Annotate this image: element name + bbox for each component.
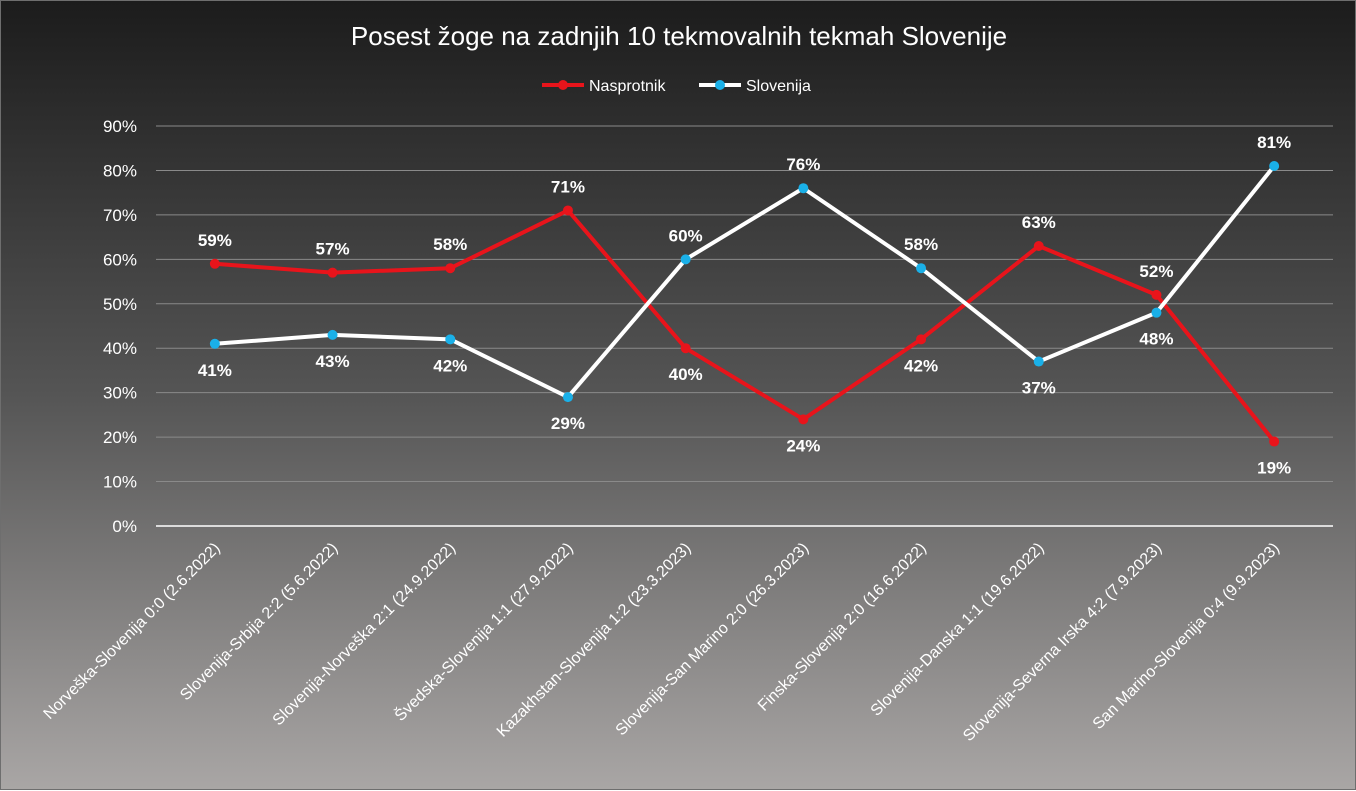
data-label: 71% (551, 177, 585, 196)
x-tick-label: Slovenija-Norveška 2:1 (24.9.2022) (270, 540, 459, 729)
data-label: 81% (1257, 133, 1291, 152)
data-labels: 59% 41% 57% 43% 58% 42% 71% 29% 40% 60% 24% 76% 42% 5… (198, 133, 1291, 478)
y-tick-label: 90% (103, 117, 137, 136)
y-tick-label: 40% (103, 339, 137, 358)
data-point (562, 205, 573, 216)
chart-title: Posest žoge na zadnjih 10 tekmovalnih te… (351, 21, 1007, 51)
data-point (1269, 436, 1280, 447)
series-lines (209, 161, 1280, 447)
data-point (916, 334, 927, 345)
data-label: 19% (1257, 459, 1291, 478)
data-label: 42% (433, 356, 467, 375)
legend-marker (715, 80, 725, 90)
data-label: 43% (316, 352, 350, 371)
data-label: 57% (316, 240, 350, 259)
legend: Nasprotnik Slovenija (542, 78, 811, 95)
data-point (327, 329, 338, 340)
data-point (327, 267, 338, 278)
y-tick-label: 50% (103, 295, 137, 314)
data-point (798, 183, 809, 194)
data-point (1269, 161, 1280, 171)
legend-label: Slovenija (746, 78, 811, 95)
data-label: 41% (198, 361, 232, 380)
y-tick-label: 70% (103, 206, 137, 225)
series-line-slovenija (212, 164, 1277, 400)
data-point (680, 343, 691, 354)
data-label: 42% (904, 356, 938, 375)
data-label: 48% (1139, 330, 1173, 349)
data-point (1033, 356, 1044, 367)
data-label: 58% (433, 235, 467, 254)
data-point (1151, 307, 1162, 318)
gridlines (156, 125, 1333, 527)
data-point (1151, 289, 1162, 300)
data-point (209, 258, 220, 269)
data-label: 63% (1022, 213, 1056, 232)
data-point (916, 263, 927, 274)
data-point (680, 254, 691, 265)
data-label: 37% (1022, 379, 1056, 398)
x-tick-label: Slovenija-San Marino 2:0 (26.3.2023) (613, 540, 812, 739)
data-point (445, 263, 456, 274)
y-tick-label: 30% (103, 384, 137, 403)
data-label: 76% (786, 155, 820, 174)
data-label: 58% (904, 235, 938, 254)
legend-label: Nasprotnik (589, 78, 666, 95)
data-point (562, 392, 573, 403)
data-label: 40% (669, 365, 703, 384)
y-tick-label: 20% (103, 428, 137, 447)
data-label: 52% (1139, 262, 1173, 281)
data-point (798, 414, 809, 425)
data-point (1033, 241, 1044, 251)
data-point (445, 334, 456, 345)
y-axis: 0% 10% 20% 30% 40% 50% 60% 70% 80% 90% (103, 117, 137, 536)
x-tick-label: Kazakhstan-Slovenija 1:2 (23.3.2023) (494, 540, 695, 741)
y-tick-label: 80% (103, 161, 137, 180)
x-tick-label: Slovenija-Severna Irska 4:2 (7.9.2023) (960, 540, 1165, 745)
data-label: 60% (669, 226, 703, 245)
legend-marker (558, 80, 568, 90)
data-label: 24% (786, 436, 820, 455)
x-tick-label: San Marino-Slovenija 0:4 (9.9.2023) (1090, 540, 1283, 733)
y-tick-label: 10% (103, 473, 137, 492)
y-tick-label: 0% (112, 517, 137, 536)
data-point (209, 338, 220, 349)
series-line-nasprotnik (212, 208, 1277, 444)
data-label: 29% (551, 414, 585, 433)
data-label: 59% (198, 231, 232, 250)
y-tick-label: 60% (103, 250, 137, 269)
x-axis: Norveška-Slovenija 0:0 (2.6.2022)Sloveni… (41, 538, 1283, 745)
